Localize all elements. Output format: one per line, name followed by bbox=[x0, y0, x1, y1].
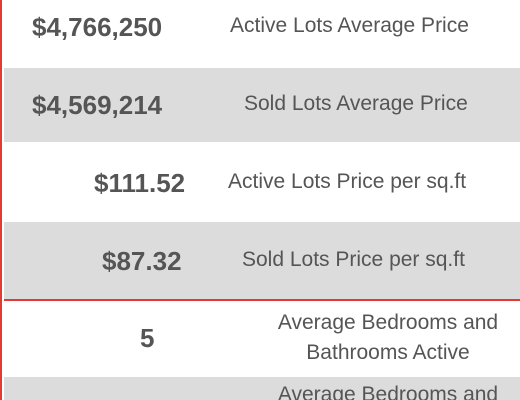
stat-row-sold-price-sqft: $87.32 Sold Lots Price per sq.ft bbox=[4, 222, 520, 300]
stat-label: Average Bedrooms and Bathrooms Active bbox=[258, 308, 518, 368]
section-divider bbox=[4, 299, 520, 301]
stat-label: Sold Lots Average Price bbox=[244, 92, 468, 115]
stat-value: $111.52 bbox=[94, 168, 186, 198]
stat-row-avg-bed-bath-active: 5 Average Bedrooms and Bathrooms Active bbox=[4, 301, 520, 377]
stat-row-active-avg-price: $4,766,250 Active Lots Average Price bbox=[4, 0, 520, 68]
stat-label-line: Average Bedrooms and bbox=[277, 311, 499, 334]
stat-label: Average Bedrooms and bbox=[277, 383, 499, 400]
stat-label-line: Bathrooms Active bbox=[306, 341, 470, 364]
stat-row-sold-avg-price: $4,569,214 Sold Lots Average Price bbox=[4, 68, 520, 142]
stat-value: $4,766,250 bbox=[32, 12, 163, 42]
stat-label: Active Lots Average Price bbox=[230, 14, 469, 37]
stat-value: $87.32 bbox=[102, 246, 182, 276]
stat-row-active-price-sqft: $111.52 Active Lots Price per sq.ft bbox=[4, 142, 520, 222]
stat-row-avg-bed-bath-sold: Average Bedrooms and bbox=[4, 377, 520, 400]
stat-label: Active Lots Price per sq.ft bbox=[228, 170, 467, 193]
stat-value: 5 bbox=[140, 323, 155, 353]
stat-label: Sold Lots Price per sq.ft bbox=[242, 248, 465, 271]
stat-value: $4,569,214 bbox=[32, 90, 163, 120]
